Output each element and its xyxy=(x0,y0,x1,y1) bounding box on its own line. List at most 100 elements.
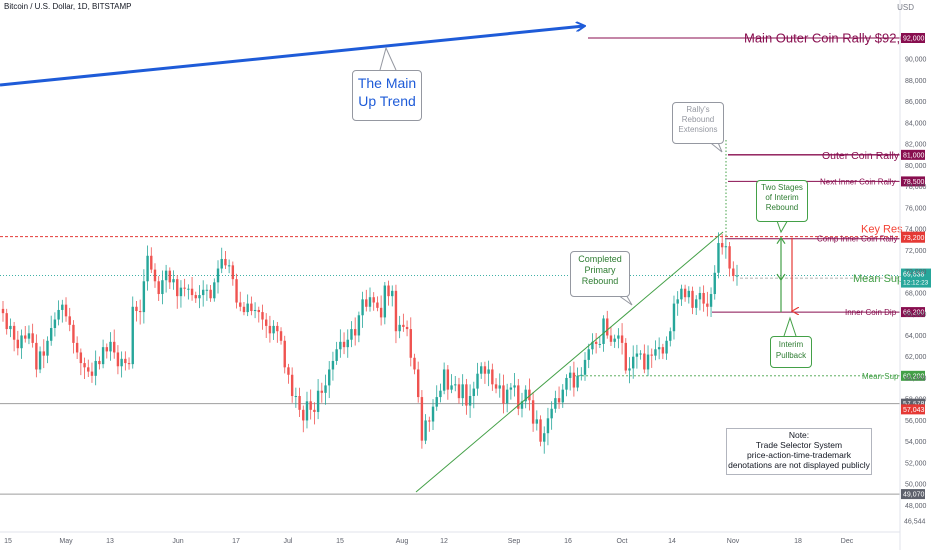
candle-body xyxy=(27,333,31,339)
candle-body xyxy=(717,243,720,273)
main-trend-line-1: The Main xyxy=(357,75,417,91)
candle-body xyxy=(524,389,527,402)
candle-body xyxy=(31,333,34,343)
rebound-extensions-callout: Rally's Rebound Extensions xyxy=(672,102,724,144)
candle-body xyxy=(720,243,724,248)
candle-body xyxy=(242,306,246,313)
candle-body xyxy=(539,419,542,442)
y-tick-label: 48,000 xyxy=(905,503,927,510)
level-label: Inner Coin Dip xyxy=(845,308,897,317)
y-tick-label: 50,000 xyxy=(905,482,927,489)
candle-body xyxy=(613,338,616,342)
price-tag-label: 92,000 xyxy=(903,35,925,42)
candle-body xyxy=(520,401,524,409)
candle-body xyxy=(632,356,635,369)
candle-body xyxy=(35,342,38,370)
y-tick-label: 62,000 xyxy=(905,354,927,361)
x-tick-label: 13 xyxy=(106,538,114,545)
pullback-line-2: Pullback xyxy=(775,351,807,360)
x-tick-label: Oct xyxy=(617,538,628,545)
x-tick-label: Dec xyxy=(841,538,854,545)
completed-line-2: Primary xyxy=(584,265,616,275)
y-tick-label: 88,000 xyxy=(905,78,927,85)
x-tick-label: 14 xyxy=(668,538,676,545)
candle-body xyxy=(46,340,49,356)
candle-body xyxy=(305,401,309,421)
x-tick-label: May xyxy=(59,538,73,545)
x-tick-label: Aug xyxy=(396,538,409,545)
candle-body xyxy=(357,315,361,336)
candle-body xyxy=(290,374,294,397)
price-tag-bg xyxy=(901,32,925,43)
candle-body xyxy=(669,331,672,341)
candle-body xyxy=(235,279,238,303)
price-tag-bg xyxy=(901,176,925,187)
note-line-4: denotations are not displayed publicly xyxy=(728,460,870,470)
candle-body xyxy=(365,299,368,307)
candle-body xyxy=(246,303,249,313)
y-tick-label: 82,000 xyxy=(905,142,927,149)
candle-body xyxy=(265,319,268,326)
candle-body xyxy=(209,289,212,299)
candle-body xyxy=(131,306,134,365)
y-tick-label: 76,000 xyxy=(905,205,927,212)
rebound-ext-line-3: Extensions xyxy=(678,125,718,134)
chart-title: Bitcoin / U.S. Dollar, 1D, BITSTAMP xyxy=(4,2,132,11)
note-line-2: Trade Selector System xyxy=(755,440,843,450)
candle-body xyxy=(157,281,160,295)
candle-body xyxy=(531,400,535,424)
price-tag-bg xyxy=(901,232,925,243)
level-label: Comp Inner Coin Rally xyxy=(817,235,897,244)
x-tick-label: 16 xyxy=(564,538,572,545)
candle-body xyxy=(20,335,23,349)
candle-body xyxy=(450,385,453,390)
candle-body xyxy=(509,387,513,390)
candle-body xyxy=(735,275,739,277)
candle-body xyxy=(350,329,353,340)
candle-body xyxy=(391,290,394,297)
x-tick-label: Jun xyxy=(172,538,183,545)
candle-body xyxy=(620,335,624,343)
candle-body xyxy=(561,389,564,403)
candle-body xyxy=(324,385,327,393)
candle-body xyxy=(79,352,83,364)
candle-body xyxy=(405,326,409,330)
candle-body xyxy=(61,304,64,310)
candle-body xyxy=(75,342,79,353)
candle-body xyxy=(428,420,431,422)
y-tick-label: 86,000 xyxy=(905,99,927,106)
candle-body xyxy=(113,341,116,353)
candle-body xyxy=(146,255,149,282)
candle-body xyxy=(609,335,613,342)
candle-body xyxy=(457,384,461,399)
level-label: Outer Coin Rally xyxy=(822,150,900,162)
candle-body xyxy=(446,369,450,390)
candle-body xyxy=(535,419,539,424)
x-tick-label: 18 xyxy=(794,538,802,545)
two-stages-line-1: Two Stages xyxy=(761,183,803,192)
candle-body xyxy=(494,384,498,389)
candle-body xyxy=(687,290,691,298)
candle-body xyxy=(543,433,546,442)
candle-body xyxy=(665,340,668,354)
candle-body xyxy=(253,309,257,312)
candle-body xyxy=(565,377,568,390)
candle-body xyxy=(379,307,383,318)
candle-body xyxy=(231,265,235,280)
candle-body xyxy=(602,318,605,344)
candle-body xyxy=(498,385,501,389)
candle-body xyxy=(268,325,272,334)
candle-body xyxy=(361,299,364,316)
price-tag-label: 66,200 xyxy=(903,310,925,317)
candle-body xyxy=(309,401,312,410)
two-stages-line-3: Rebound xyxy=(765,203,799,212)
candle-body xyxy=(465,384,468,406)
primary-rebound-line xyxy=(415,231,724,493)
candle-body xyxy=(142,281,146,313)
candle-body xyxy=(164,270,168,281)
price-tag-bg xyxy=(901,398,925,409)
candle-body xyxy=(554,398,557,409)
candle-body xyxy=(680,288,683,300)
candle-body xyxy=(546,418,550,434)
